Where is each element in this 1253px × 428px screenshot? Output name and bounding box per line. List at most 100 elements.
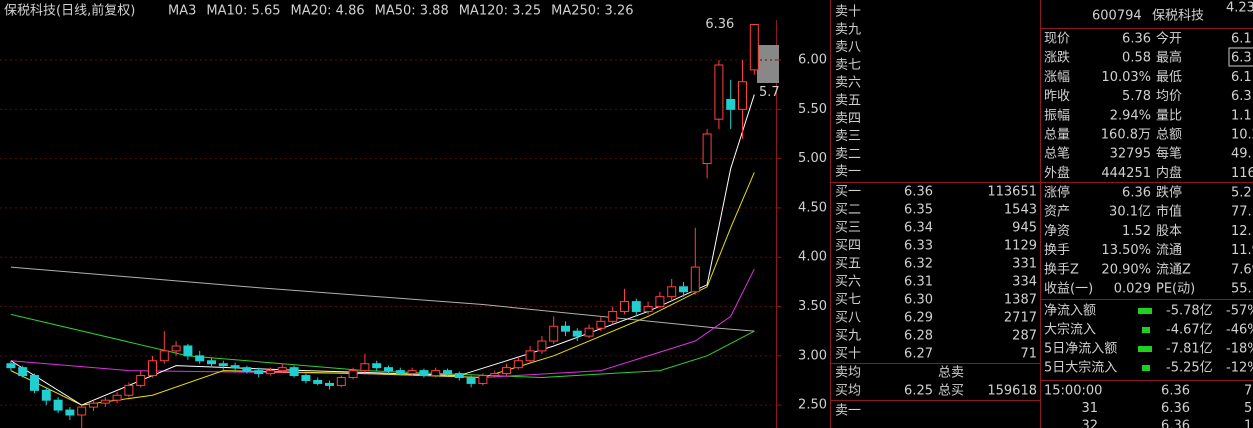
candle-body [360,363,370,372]
candle-body [549,325,559,342]
candle-body [148,360,157,377]
book-volume: 287 [1012,329,1037,344]
info-value: 1.1 [1231,108,1252,123]
flow-bar [1138,346,1152,352]
flow-bar [1142,365,1150,371]
book-price: 6.34 [904,221,933,236]
book-price: 6.36 [904,185,933,200]
stock-tag: 4.23 [1226,1,1253,16]
book-label: 买一 [835,185,861,200]
candle-body [620,301,629,312]
candle-body [561,325,570,332]
avg-value: 6.25 [904,384,933,399]
info-value: 30.1亿 [1109,205,1151,220]
info-value: 6.36 [1122,186,1151,201]
total-value: 159618 [987,384,1037,399]
info-value: 0.58 [1122,51,1151,66]
candle-body [738,81,747,110]
info-label: 振幅 [1044,108,1070,123]
indicator-label: MA50: 3.88 [375,4,449,19]
book-volume: 331 [1012,257,1037,272]
info-value: 77.1( [1231,205,1253,220]
candle-body [478,375,488,384]
candle-body [466,377,476,384]
tick-price: 6.36 [1161,419,1190,428]
info-label: 市值 [1156,204,1182,220]
info-value: 6.36 [1122,32,1151,47]
candle-body [65,409,75,416]
indicator-label: MA20: 4.86 [291,4,365,19]
info-value: 10.2( [1231,128,1253,143]
info-label: 内盘 [1156,165,1182,181]
book-volume: 1387 [1004,293,1037,308]
book-volume: 334 [1012,275,1037,290]
candle-body [584,327,594,337]
info-value: 6.3 [1231,51,1252,66]
chart-panel [0,0,830,428]
ma-line [10,268,755,379]
candle-body [159,350,169,362]
book-price: 6.28 [904,329,933,344]
book-price: 6.35 [904,203,933,218]
flow-label: 5日大宗流入 [1044,360,1117,376]
y-tick-label: 3.50 [798,299,827,314]
y-tick-label: 2.50 [798,398,827,413]
info-label: 涨跌 [1044,50,1070,66]
info-value: 2.94% [1110,108,1151,123]
book-volume: 1543 [1004,203,1037,218]
candle-body [631,301,641,312]
book-label: 卖七 [835,58,861,73]
info-label: 最高 [1156,50,1182,66]
candle-body [6,363,16,369]
indicator-label: MA120: 3.25 [459,4,541,19]
flow-value: -7.81亿 [1166,342,1213,357]
flow-label: 大宗流入 [1044,322,1096,338]
candle-body [301,375,311,381]
book-label: 买二 [835,203,861,218]
tick-time: 31 [1081,401,1098,416]
indicator-label: MA10: 5.65 [206,4,280,19]
book-label: 买五 [835,257,861,272]
candle-body [513,360,523,369]
flow-pct: -12% [1226,361,1253,376]
info-label: 跌停 [1156,185,1182,201]
tick-volume: 5 [1244,401,1252,416]
book-price: 6.30 [904,293,933,308]
tick-time: 32 [1081,419,1098,428]
price-box [757,45,779,83]
candle-body [714,64,724,120]
info-value: 20.90% [1101,262,1151,277]
info-label: 收益(一) [1044,282,1093,297]
info-value: 13.50% [1101,243,1151,258]
flow-pct: -18% [1226,342,1253,357]
book-label: 买九 [835,329,861,344]
candle-body [490,373,500,377]
info-label: 总笔 [1044,146,1070,162]
candle-body [348,370,358,379]
book-volume: 2717 [1004,311,1037,326]
info-value: 7.69( [1231,262,1253,277]
info-value: 11.9( [1231,243,1253,258]
total-label: 总卖 [938,366,964,381]
info-label: 涨停 [1044,185,1070,201]
flow-value: -5.25亿 [1166,361,1213,376]
book-price: 6.33 [904,239,933,254]
candle-body [242,367,252,372]
avg-label: 买均 [835,384,861,399]
candle-body [266,370,275,375]
book-price: 6.29 [904,311,933,326]
candle-body [277,367,287,372]
candle-body [608,310,618,322]
candle-body [443,370,452,375]
candle-body [53,399,63,411]
book-volume: 1129 [1004,239,1037,254]
candle-body [112,394,122,401]
info-value: 12.1( [1231,224,1253,239]
info-label: 流通 [1156,243,1182,258]
candle-body [136,375,146,386]
info-label: 涨幅 [1044,70,1070,85]
info-value: 6.3 [1231,89,1252,104]
flow-bar [1142,327,1150,333]
info-value: 5.2 [1231,186,1252,201]
